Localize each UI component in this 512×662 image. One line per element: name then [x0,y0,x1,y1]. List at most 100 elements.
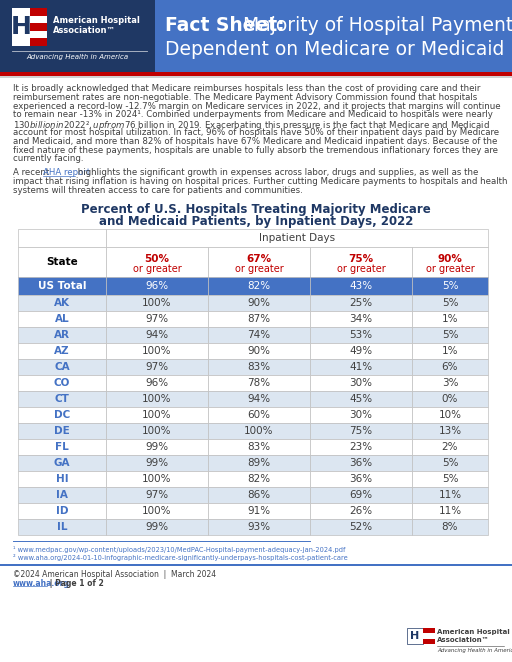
Text: 41%: 41% [349,361,373,371]
Text: 96%: 96% [145,377,168,387]
FancyBboxPatch shape [18,391,106,406]
Text: DC: DC [54,410,70,420]
Text: 2%: 2% [442,442,458,451]
Text: ² www.aha.org/2024-01-10-infographic-medicare-significantly-underpays-hospitals-: ² www.aha.org/2024-01-10-infographic-med… [13,553,348,561]
FancyBboxPatch shape [208,391,310,406]
Text: 43%: 43% [349,281,373,291]
FancyBboxPatch shape [412,406,488,422]
Text: 0%: 0% [442,394,458,404]
FancyBboxPatch shape [106,502,208,518]
FancyBboxPatch shape [412,518,488,535]
Text: AL: AL [55,314,69,324]
FancyBboxPatch shape [12,8,47,46]
Text: American Hospital: American Hospital [53,16,140,25]
Text: 30%: 30% [350,377,373,387]
Text: IL: IL [57,522,67,532]
Text: 82%: 82% [247,281,270,291]
Text: It is broadly acknowledged that Medicare reimburses hospitals less than the cost: It is broadly acknowledged that Medicare… [13,84,480,93]
FancyBboxPatch shape [412,310,488,326]
FancyBboxPatch shape [412,439,488,455]
Text: Association™: Association™ [437,637,489,643]
FancyBboxPatch shape [0,72,512,76]
FancyBboxPatch shape [30,16,47,23]
Text: systems will threaten access to care for patients and communities.: systems will threaten access to care for… [13,186,303,195]
FancyBboxPatch shape [18,518,106,535]
FancyBboxPatch shape [208,343,310,359]
Text: 96%: 96% [145,281,168,291]
FancyBboxPatch shape [208,277,310,295]
Text: 25%: 25% [349,298,373,308]
Text: 99%: 99% [145,457,168,467]
FancyBboxPatch shape [208,471,310,487]
FancyBboxPatch shape [18,455,106,471]
Text: | Page 1 of 2: | Page 1 of 2 [47,579,104,588]
Text: fixed nature of these payments, hospitals are unable to fully absorb the tremend: fixed nature of these payments, hospital… [13,146,498,155]
Text: AR: AR [54,330,70,340]
FancyBboxPatch shape [412,326,488,343]
FancyBboxPatch shape [208,375,310,391]
FancyBboxPatch shape [18,439,106,455]
Text: 1%: 1% [442,346,458,355]
Text: 67%: 67% [246,254,271,263]
Text: 60%: 60% [247,410,270,420]
Text: 94%: 94% [247,394,270,404]
FancyBboxPatch shape [412,343,488,359]
FancyBboxPatch shape [310,375,412,391]
FancyBboxPatch shape [106,277,208,295]
Text: 5%: 5% [442,281,458,291]
FancyBboxPatch shape [106,487,208,502]
Text: 10%: 10% [438,410,461,420]
FancyBboxPatch shape [208,295,310,310]
Text: 52%: 52% [349,522,373,532]
Text: 97%: 97% [145,361,168,371]
FancyBboxPatch shape [208,359,310,375]
Text: CA: CA [54,361,70,371]
FancyBboxPatch shape [310,326,412,343]
FancyBboxPatch shape [18,295,106,310]
FancyBboxPatch shape [412,295,488,310]
Text: or greater: or greater [425,263,475,273]
Text: 90%: 90% [247,346,270,355]
Text: 83%: 83% [247,442,270,451]
Text: Fact Sheet:: Fact Sheet: [165,16,285,35]
Text: reimbursement rates are non-negotiable. The Medicare Payment Advisory Commission: reimbursement rates are non-negotiable. … [13,93,477,102]
Text: 78%: 78% [247,377,270,387]
Text: 45%: 45% [349,394,373,404]
FancyBboxPatch shape [412,487,488,502]
Text: 91%: 91% [247,506,270,516]
Text: and Medicaid, and more than 82% of hospitals have 67% Medicare and Medicaid inpa: and Medicaid, and more than 82% of hospi… [13,137,497,146]
Text: A recent: A recent [13,168,52,177]
Text: AHA report: AHA report [42,168,90,177]
FancyBboxPatch shape [18,359,106,375]
Text: Dependent on Medicare or Medicaid: Dependent on Medicare or Medicaid [165,40,504,59]
Text: account for most hospital utilization. In fact, 96% of hospitals have 50% of the: account for most hospital utilization. I… [13,128,499,137]
Text: 100%: 100% [142,410,172,420]
Text: 99%: 99% [145,442,168,451]
Text: 3%: 3% [442,377,458,387]
FancyBboxPatch shape [310,359,412,375]
Text: impact that rising inflation is having on hospital prices. Further cutting Medic: impact that rising inflation is having o… [13,177,507,186]
Text: 100%: 100% [142,473,172,484]
FancyBboxPatch shape [412,359,488,375]
Text: 1%: 1% [442,314,458,324]
FancyBboxPatch shape [106,422,208,439]
Text: 83%: 83% [247,361,270,371]
Text: highlights the significant growth in expenses across labor, drugs and supplies, : highlights the significant growth in exp… [75,168,479,177]
FancyBboxPatch shape [18,406,106,422]
FancyBboxPatch shape [18,326,106,343]
FancyBboxPatch shape [208,247,310,277]
FancyBboxPatch shape [18,375,106,391]
FancyBboxPatch shape [208,310,310,326]
Text: 13%: 13% [438,426,461,436]
FancyBboxPatch shape [106,471,208,487]
FancyBboxPatch shape [18,343,106,359]
Text: Majority of Hospital Payments: Majority of Hospital Payments [237,16,512,35]
Text: CO: CO [54,377,70,387]
FancyBboxPatch shape [18,247,106,277]
FancyBboxPatch shape [208,406,310,422]
Text: American Hospital: American Hospital [437,629,510,635]
Text: CT: CT [55,394,70,404]
Text: Advancing Health in America: Advancing Health in America [27,54,129,60]
Text: ©2024 American Hospital Association  |  March 2024: ©2024 American Hospital Association | Ma… [13,569,216,579]
Text: 90%: 90% [438,254,462,263]
